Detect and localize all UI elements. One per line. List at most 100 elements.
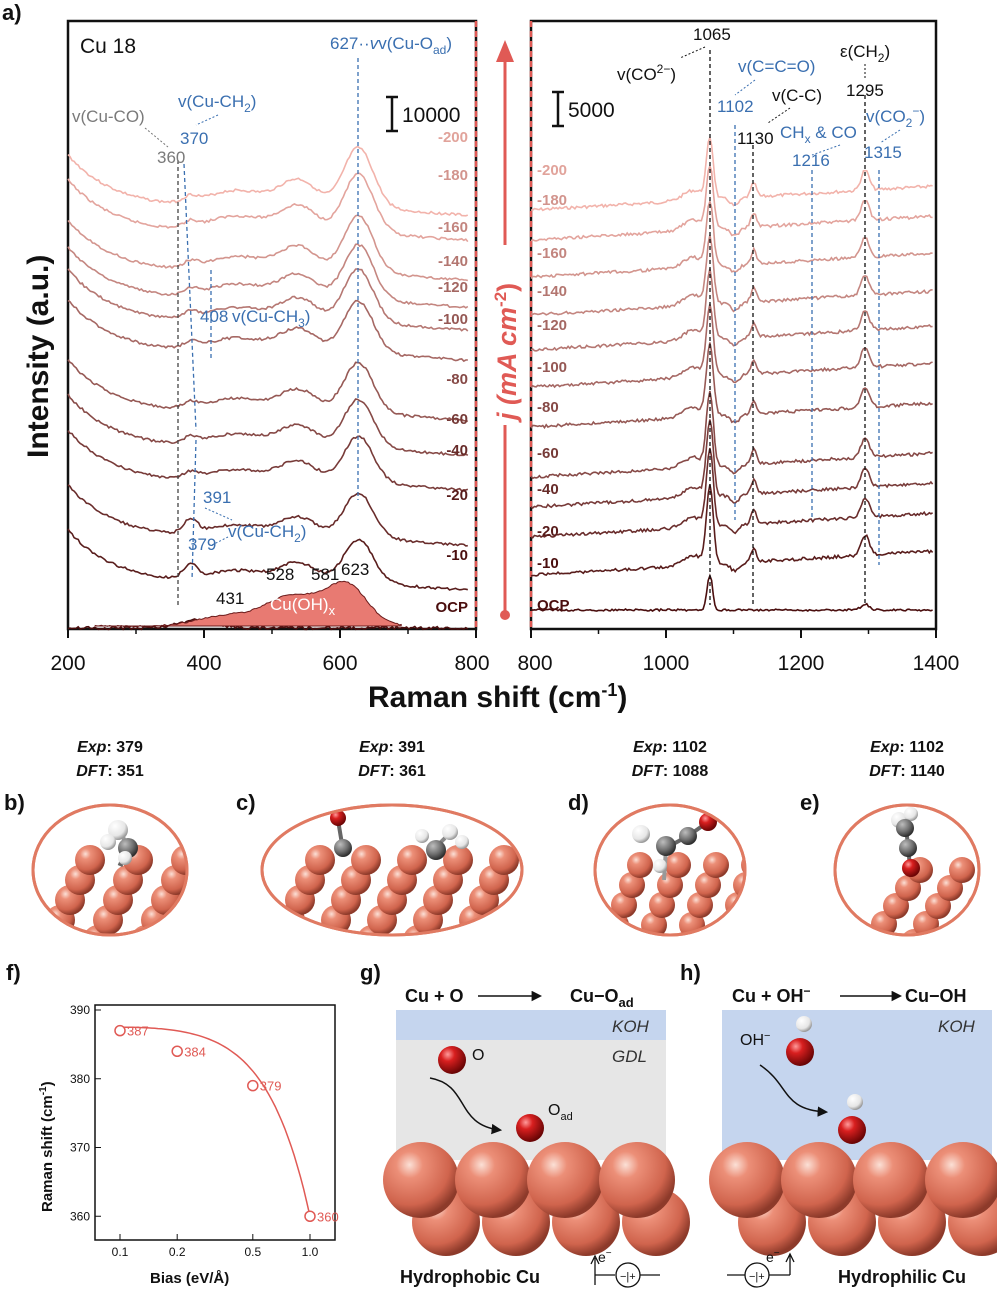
ann-1315: 1315 [864,143,902,162]
spectrum-left--200 [67,145,469,217]
struct-dft-d: DFT: 1088 [632,763,709,780]
ann-eps-ch2: ε(CH2) [840,42,890,65]
current-axis-label-bg [488,245,522,425]
panel-h-eq-right: Cu−OH [905,986,967,1006]
f-point-label-387: 387 [127,1024,149,1039]
panel-h-oh-label: OH− [740,1030,770,1049]
f-xtick-0.2: 0.2 [169,1245,186,1259]
f-xtick-0.5: 0.5 [244,1245,261,1259]
x-tick-left-400: 400 [186,652,221,675]
panel-f-ticks: 0.1 0.2 0.5 1.0 360 370 380 390 [70,1003,319,1259]
f-ytick-390: 390 [70,1003,90,1017]
panel-g-o-atom [438,1046,466,1074]
bias-label-right--160: -160 [537,245,567,262]
spectrum-left--80 [67,359,469,423]
bias-label-left--160: -160 [438,219,468,236]
ann-360: 360 [157,148,185,167]
panel-g-gdl: GDL [612,1047,647,1066]
panel-h-ohads-atom [838,1116,866,1144]
ann-1065: 1065 [693,25,731,44]
ann-1102: 1102 [717,97,754,116]
bias-labels-right: -200 -180 -160 -140 -120 -100 -80 -60 -40 -20 -10 O… [537,162,570,614]
cuoh-label: Cu(OH)x [270,595,336,618]
bias-labels-left: -200 -180 -160 -140 -120 -100 -80 -60 -40 -20 -10 O… [435,129,468,616]
f-ytick-380: 380 [70,1072,90,1086]
panel-h-caption: Hydrophilic Cu [838,1267,966,1287]
spectrum-right--160 [530,198,933,279]
svg-text:−|+: −|+ [620,1271,636,1283]
structure-b [31,803,189,937]
f-point-379 [247,1079,259,1092]
ann-cu-co: v(Cu-CO) [72,107,145,126]
spectrum-left-OCP [67,618,469,631]
scale-bar-right-label: 5000 [568,99,615,122]
panel-h-circuit: −|+ e− [727,1248,795,1288]
ann-627: 627··vv(Cu-Oad) [330,34,452,57]
struct-exp-e: Exp: 1102 [870,739,944,756]
ann-chx: CHx & CO [780,123,857,146]
bias-label-right--120: -120 [537,317,567,334]
panel-f-curve [120,1026,311,1217]
spectrum-right--180 [530,163,933,242]
panel-e-letter: e) [800,790,820,815]
panel-h-oh-atom [786,1038,814,1066]
sample-label: Cu 18 [80,35,136,58]
guide-370 [183,163,197,431]
panel-h-koh: KOH [938,1017,976,1036]
f-point-label-384: 384 [184,1044,206,1059]
spectrum-right--20 [530,447,934,539]
panel-h-letter: h) [680,960,701,985]
bias-label-left--10: -10 [446,547,468,564]
struct-exp-b: Exp: 379 [77,739,143,756]
struct-dft-c: DFT: 361 [358,763,426,780]
panel-g-caption: Hydrophobic Cu [400,1267,540,1287]
spectrum-right--100 [530,303,933,389]
panel-c-letter: c) [236,790,256,815]
bias-label-left--100: -100 [438,311,468,328]
f-ytick-370: 370 [70,1141,90,1155]
spectrum-right--40 [530,419,934,510]
spectra-left-group [67,145,469,631]
panel-h-hads-atom [847,1094,863,1110]
x-ticks-right: 800 1000 1200 1400 [517,629,959,675]
f-xtick-1.0: 1.0 [302,1245,319,1259]
bias-label-left--120: -120 [438,279,468,296]
ann-cu-ch2-bottom: v(Cu-CH2) [228,522,306,545]
ann-co3: v(CO2−) [617,62,676,84]
panel-f-frame [94,1004,336,1241]
spectrum-right--140 [530,234,933,316]
ann-408: 408 [200,307,228,326]
svg-text:e−: e− [766,1248,780,1265]
f-ytick-360: 360 [70,1209,90,1223]
bias-label-right--180: -180 [537,192,567,209]
panel-g-oad-atom [516,1114,544,1142]
x-axis-title: Raman shift (cm-1) [368,680,627,714]
struct-dft-e: DFT: 1140 [869,763,945,780]
scale-bar-left-label: 10000 [402,104,460,127]
bias-label-right--100: -100 [537,359,567,376]
bias-label-right--140: -140 [537,283,567,300]
panel-f-letter: f) [6,960,21,985]
spectrum-left--60 [67,393,469,457]
bias-label-left--200: -200 [438,129,468,146]
current-axis-arrow [496,40,514,62]
spectrum-right-OCP [530,573,933,613]
f-point-384 [171,1045,183,1057]
panel-g-o-label: O [472,1047,484,1064]
bias-label-right--60: -60 [537,445,559,462]
spectrum-left--180 [67,172,469,243]
ann-379: 379 [188,535,216,554]
structure-c [260,803,524,937]
panel-h-h-atom [796,1016,812,1032]
bias-label-left--60: -60 [446,411,468,428]
current-axis-label: j (mA cm-2) [491,283,522,423]
panel-g-cu-slab [383,1142,690,1256]
spectrum-left--100 [67,299,468,363]
panel-g-koh-layer [396,1010,666,1040]
spectrum-left--10 [67,528,468,591]
panel-g-oad-label: Oad [548,1102,573,1123]
panel-g-circuit: −|+ e− [590,1248,660,1288]
ann-528: 528 [266,565,294,584]
x-tick-right-1400: 1400 [913,652,960,675]
